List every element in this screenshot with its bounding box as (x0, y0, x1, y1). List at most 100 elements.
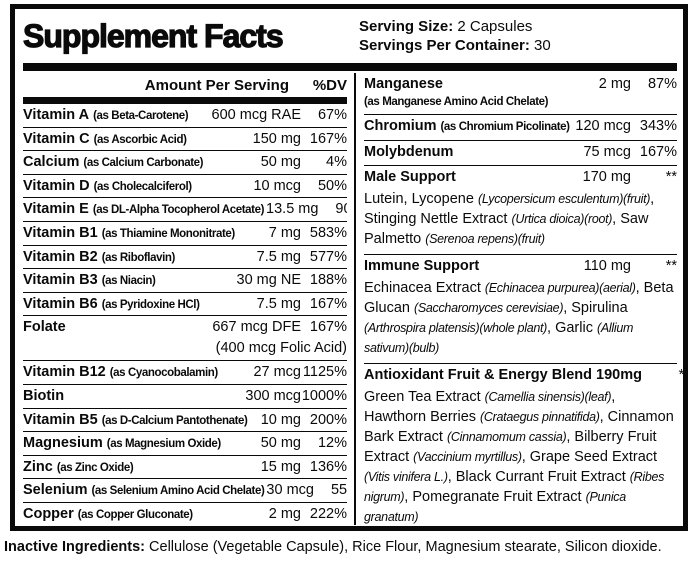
nutrient-dv: 136% (309, 458, 347, 475)
inactive-ingredients: Inactive Ingredients: Cellulose (Vegetab… (4, 538, 694, 556)
serving-size-line: Serving Size: 2 Capsules (359, 17, 551, 36)
nutrient-form: (as Zinc Oxide) (56, 461, 134, 474)
left-column: Amount Per Serving %DV Vitamin A (as Beta… (23, 73, 347, 525)
nutrient-amount: 30 mg NE (236, 272, 301, 289)
blend-ingredients: Green Tea Extract (Camellia sinensis)(le… (364, 389, 674, 524)
nutrient-amount: 13.5 mg (266, 201, 319, 218)
servings-per-container-value: 30 (529, 37, 551, 54)
row-vitamin-b3: Vitamin B3 (as Niacin) 30 mg NE 188% (23, 269, 347, 293)
blend-dv: ** (665, 258, 677, 274)
nutrient-form: (as Riboflavin) (101, 251, 176, 264)
nutrient-amount: 300 mcg (245, 387, 301, 404)
nutrient-amount: 2 mg (268, 505, 301, 522)
row-vitamin-b5: Vitamin B5 (as D-Calcium Pantothenate) 10 … (23, 409, 347, 433)
nutrient-amount: 120 mcg (575, 118, 631, 134)
nutrient-amount: 30 mcg (266, 482, 314, 499)
nutrient-form: (as Niacin) (101, 275, 156, 288)
nutrient-amount: 10 mg (260, 411, 301, 428)
row-calcium: Calcium (as Calcium Carbonate) 50 mg 4% (23, 151, 347, 175)
nutrient-dv: 167% (309, 319, 347, 336)
nutrient-dv: 90% (335, 201, 347, 218)
left-column-header: Amount Per Serving %DV (23, 73, 347, 97)
nutrient-name: Vitamin D (23, 177, 90, 194)
row-antioxidant-blend: Antioxidant Fruit & Energy Blend 190mg **… (364, 364, 683, 526)
nutrient-name: Vitamin B2 (23, 248, 98, 265)
nutrient-name: Selenium (23, 482, 88, 499)
nutrient-dv: 50% (317, 177, 347, 194)
amount-per-serving-header: Amount Per Serving (144, 77, 289, 94)
left-header-bar (23, 97, 347, 104)
nutrient-amount: 50 mg (260, 154, 301, 171)
nutrient-name: Copper (23, 505, 74, 522)
row-manganese: Manganese 2 mg 87% (as Manganese Amino Aci… (364, 73, 677, 115)
nutrient-amount: 75 mcg (583, 144, 631, 160)
nutrient-dv: 188% (309, 272, 347, 289)
blend-dv: ** (678, 367, 685, 383)
nutrient-amount: 2 mg (598, 76, 631, 92)
nutrient-form: (as Ascorbic Acid) (93, 133, 187, 146)
nutrient-dv: 167% (309, 130, 347, 147)
nutrient-name: Manganese (364, 76, 443, 92)
row-immune-support-blend: Immune Support 110 mg ** Echinacea Extract… (364, 255, 677, 364)
nutrient-form: (as Cyanocobalamin) (109, 367, 218, 380)
nutrient-dv: 55% (330, 482, 347, 499)
row-chromium: Chromium (as Chromium Picolinate) 120 mcg 3… (364, 115, 677, 141)
nutrient-dv: 167% (309, 295, 347, 312)
nutrient-amount: 15 mg (260, 458, 301, 475)
row-zinc: Zinc (as Zinc Oxide) 15 mg 136% (23, 456, 347, 480)
facts-columns: Amount Per Serving %DV Vitamin A (as Beta… (23, 73, 683, 525)
row-vitamin-b12: Vitamin B12 (as Cyanocobalamin) 27 mcg 1125… (23, 361, 347, 385)
nutrient-amount-secondary: (400 mcg Folic Acid) (215, 340, 347, 357)
nutrient-name: Folate (23, 319, 66, 336)
nutrient-form: (as Magnesium Oxide) (106, 438, 221, 451)
blend-dv: ** (665, 169, 677, 185)
serving-size-value: 2 Capsules (453, 18, 533, 35)
nutrient-name: Vitamin B5 (23, 411, 98, 428)
dv-header: %DV (312, 77, 347, 94)
row-vitamin-b2: Vitamin B2 (as Riboflavin) 7.5 mg 577% (23, 246, 347, 270)
nutrient-amount: 50 mg (260, 435, 301, 452)
blend-ingredients: Echinacea Extract (Echinacea purpurea)(a… (364, 280, 674, 355)
nutrient-name: Calcium (23, 154, 80, 171)
serving-info: Serving Size: 2 Capsules Servings Per Co… (359, 13, 551, 55)
nutrient-form: (as Manganese Amino Acid Chelate) (364, 96, 549, 108)
nutrient-amount: 667 mcg DFE (212, 319, 301, 336)
row-magnesium: Magnesium (as Magnesium Oxide) 50 mg 12% (23, 432, 347, 456)
nutrient-name: Biotin (23, 387, 65, 404)
nutrient-form: (as Cholecalciferol) (93, 180, 192, 193)
nutrient-form: (as Beta-Carotene) (93, 110, 189, 122)
nutrient-name: Vitamin B1 (23, 224, 98, 241)
nutrient-name: Vitamin B6 (23, 295, 98, 312)
row-vitamin-c: Vitamin C (as Ascorbic Acid) 150 mg 167% (23, 128, 347, 152)
inactive-ingredients-label: Inactive Ingredients: (4, 539, 146, 555)
row-male-support-blend: Male Support 170 mg ** Lutein, Lycopene (L… (364, 166, 677, 255)
nutrient-dv: 343% (639, 118, 677, 134)
nutrient-form: (as Selenium Amino Acid Chelate) (91, 485, 265, 498)
nutrient-name: Zinc (23, 458, 53, 475)
row-vitamin-b6: Vitamin B6 (as Pyridoxine HCl) 7.5 mg 167% (23, 293, 347, 317)
inactive-ingredients-text: Cellulose (Vegetable Capsule), Rice Flou… (145, 539, 662, 555)
nutrient-form: (as Thiamine Mononitrate) (101, 227, 236, 240)
header-row: Supplement Facts Serving Size: 2 Capsule… (22, 13, 677, 63)
nutrient-dv: 583% (309, 224, 347, 241)
nutrient-name: Vitamin C (23, 130, 90, 147)
nutrient-name: Vitamin E (23, 201, 89, 218)
nutrient-form: (as DL-Alpha Tocopherol Acetate) (92, 204, 265, 217)
nutrient-dv: 1000% (301, 387, 347, 404)
nutrient-amount: 7.5 mg (256, 295, 301, 312)
serving-size-label: Serving Size: (359, 18, 454, 35)
column-divider (354, 73, 356, 525)
nutrient-form: (as Pyridoxine HCl) (101, 298, 200, 311)
nutrient-name: Vitamin B12 (23, 364, 106, 381)
nutrient-name: Chromium (364, 118, 437, 134)
nutrient-dv: 87% (647, 76, 677, 92)
nutrient-amount: 10 mcg (253, 177, 301, 194)
nutrient-form: (as Calcium Carbonate) (83, 157, 204, 170)
nutrient-dv: 12% (317, 435, 347, 452)
blend-amount: 170 mg (582, 169, 631, 185)
row-vitamin-a: Vitamin A (as Beta-Carotene) 600 mcg RAE 67… (23, 104, 347, 128)
nutrient-name: Magnesium (23, 435, 103, 452)
blend-name: Male Support (364, 169, 456, 185)
nutrient-name: Vitamin B3 (23, 272, 98, 289)
